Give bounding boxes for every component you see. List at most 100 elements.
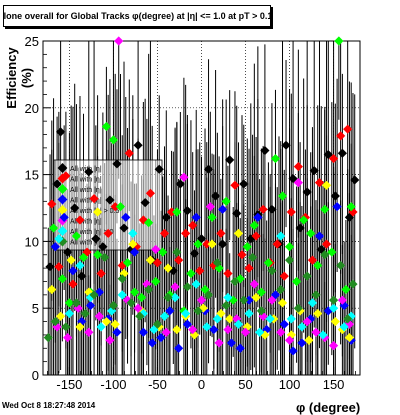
data-point [348, 207, 358, 217]
data-point [212, 258, 222, 268]
data-point [260, 145, 270, 156]
data-point [170, 282, 180, 292]
data-point [260, 330, 270, 340]
data-point [195, 266, 205, 276]
data-point [210, 191, 221, 201]
data-point [214, 338, 224, 348]
legend-entry-label: All with |η| > 0 [70, 229, 114, 236]
data-point [233, 319, 244, 329]
data-point [286, 207, 296, 217]
data-point [339, 300, 349, 311]
y-tick-label: 15 [25, 168, 39, 183]
data-point [255, 327, 265, 337]
data-point [327, 247, 337, 257]
data-point [284, 242, 295, 252]
data-point [133, 140, 143, 150]
data-point [82, 247, 92, 257]
data-point [341, 284, 351, 295]
data-point [249, 279, 259, 289]
data-point [276, 284, 286, 295]
data-point [286, 330, 296, 340]
data-point [112, 327, 122, 337]
y-tick-label: 5 [32, 301, 39, 316]
data-point [314, 178, 325, 188]
data-point [334, 36, 344, 46]
data-point [80, 308, 90, 319]
data-point [313, 260, 323, 271]
data-point [110, 319, 120, 329]
data-point [330, 191, 340, 201]
data-point [144, 218, 154, 228]
data-point [186, 268, 196, 279]
x-tick-label: 150 [323, 377, 345, 392]
data-point [281, 140, 291, 150]
data-point [321, 180, 332, 190]
data-point [47, 284, 57, 295]
data-point [119, 223, 129, 233]
data-point [242, 242, 252, 252]
data-point [244, 263, 254, 273]
data-point [263, 258, 274, 268]
data-point [328, 295, 339, 305]
data-point [203, 290, 214, 300]
data-point [320, 204, 330, 214]
data-point [225, 155, 235, 165]
legend-entry-label: All with |η| [70, 240, 102, 247]
data-point [70, 203, 80, 213]
data-point [105, 195, 115, 205]
data-point [117, 290, 127, 300]
data-point [314, 231, 325, 241]
data-point [344, 212, 355, 222]
data-point [63, 247, 73, 257]
data-point [311, 327, 321, 337]
data-point [94, 287, 104, 297]
data-point [318, 330, 328, 340]
data-point [128, 228, 138, 238]
data-point [114, 36, 124, 46]
data-point [328, 153, 339, 164]
data-point [101, 121, 111, 132]
data-point [277, 298, 288, 308]
data-point [105, 335, 115, 345]
data-point [124, 148, 134, 158]
data-point [159, 311, 170, 321]
data-point [336, 260, 346, 271]
data-points [43, 36, 360, 356]
data-point [172, 207, 182, 217]
data-point [54, 262, 64, 272]
data-point [145, 255, 156, 265]
data-point [128, 239, 138, 249]
data-point [293, 303, 303, 313]
data-point [156, 332, 166, 343]
data-point [56, 311, 66, 321]
data-point [237, 250, 247, 260]
legend-marker [57, 163, 68, 173]
data-point [207, 239, 217, 249]
x-tick-label: -100 [100, 377, 126, 392]
data-point [181, 228, 191, 238]
data-point [75, 215, 85, 225]
axis-ticks: -150 -100 -50 0 50 100 150 0 5 10 15 20 25 [25, 34, 356, 392]
data-point [288, 346, 298, 356]
data-point [112, 159, 122, 169]
data-point [216, 228, 226, 238]
y-tick-label: 25 [25, 34, 39, 49]
data-point [165, 306, 175, 316]
data-point [323, 306, 333, 316]
data-point [85, 292, 96, 303]
data-point [129, 247, 140, 257]
x-tick-label: 0 [198, 377, 205, 392]
data-point [307, 298, 318, 308]
data-point [223, 292, 233, 303]
data-point [182, 319, 193, 329]
data-point [239, 295, 249, 305]
data-point [313, 308, 323, 319]
data-point [115, 202, 126, 212]
data-point [122, 258, 133, 268]
data-point [343, 124, 353, 134]
data-point [47, 199, 57, 209]
data-point [200, 284, 210, 295]
data-point [119, 268, 129, 279]
data-point [286, 314, 296, 324]
data-point [50, 316, 60, 327]
